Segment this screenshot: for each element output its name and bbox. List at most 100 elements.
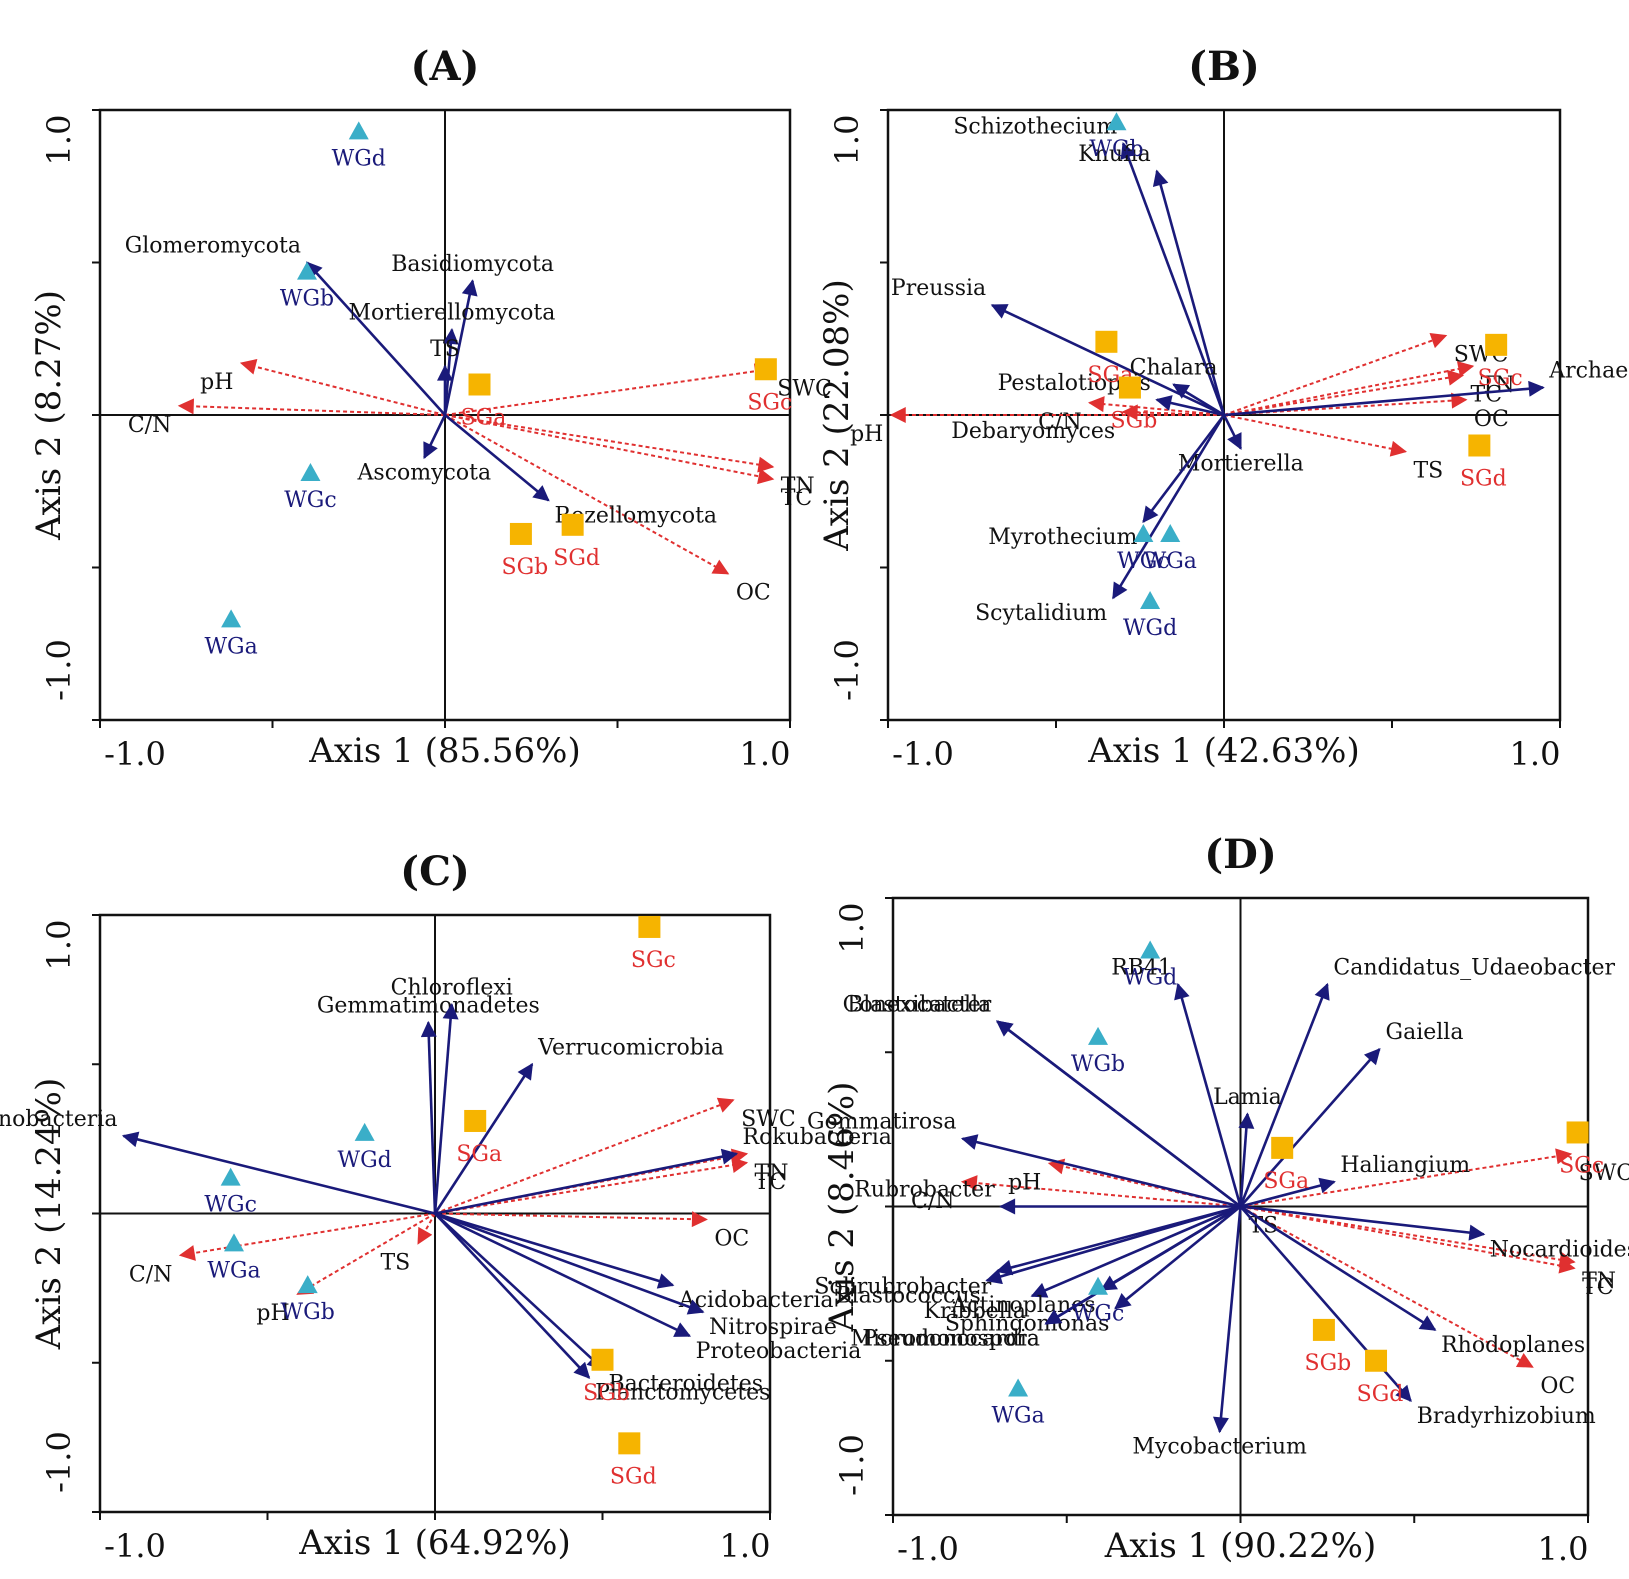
taxon-arrow <box>1112 414 1226 600</box>
sample-marker-wg <box>1140 591 1161 610</box>
env-arrow-label: TC <box>781 486 813 511</box>
taxon-arrow-label: Gemmatimonadetes <box>317 993 540 1018</box>
panel-a: (A) -1.0 1.0 -1.0 1.0 Axis 1 (85.56%) Axis 2 (… <box>29 43 832 773</box>
taxon-arrow <box>1239 982 1330 1207</box>
env-arrow-label: SWC <box>777 376 832 401</box>
taxon-arrow-label: Knufia <box>1078 142 1151 167</box>
y-tick-label: -1.0 <box>833 1434 871 1496</box>
env-arrow <box>177 398 446 416</box>
taxon-arrow-label: Solirubrobacter <box>814 1274 991 1299</box>
sample-label-sg: SGb <box>583 1381 630 1406</box>
taxon-arrow-label: Gaiella <box>1386 1020 1464 1045</box>
sample-marker-sg <box>468 373 491 396</box>
env-arrow-label: C/N <box>128 413 172 438</box>
env-arrow <box>434 1157 749 1215</box>
taxon-arrow-label: Planctomycetes <box>595 1381 770 1406</box>
taxon-arrow-label: TS <box>430 337 460 362</box>
sample-marker-sg <box>754 358 777 381</box>
sample-marker-sg <box>561 513 584 536</box>
taxon-arrow <box>1152 169 1226 416</box>
sample-marker-wg <box>220 1167 241 1186</box>
sample-marker-sg <box>1095 330 1118 353</box>
sample-marker-sg <box>591 1348 614 1371</box>
taxon-arrow <box>1030 1205 1242 1298</box>
sample-label-sg: SGb <box>1305 1351 1352 1376</box>
panel-title: (C) <box>400 848 470 895</box>
env-arrow <box>444 363 771 416</box>
sample-marker-sg <box>1118 376 1141 399</box>
taxon-arrow-label: Ascomycota <box>357 461 492 486</box>
taxon-arrow-label: Haliangium <box>1340 1153 1470 1178</box>
taxon-arrow-label: Sphingomonas <box>945 1311 1110 1336</box>
env-arrow <box>296 1212 436 1295</box>
sample-label-wg: WGb <box>280 287 334 312</box>
taxon-arrow-label: Blastocatella <box>847 992 991 1017</box>
env-arrow-label: TS <box>1249 1214 1279 1239</box>
taxon-arrow <box>1114 1205 1242 1310</box>
y-axis-label: Axis 2 (14.24%) <box>29 1078 69 1350</box>
env-arrow-label: OC <box>1474 407 1509 432</box>
taxon-arrow-label: Rokubacteria <box>743 1125 892 1150</box>
taxon-arrow <box>1223 380 1545 417</box>
taxon-arrow-label: Basidiomycota <box>391 252 554 277</box>
sample-label-wg: WGc <box>284 488 337 513</box>
taxon-arrow-label: Proteobacteria <box>696 1339 862 1364</box>
taxon-arrow <box>434 1212 591 1379</box>
sample-marker-wg <box>1160 523 1181 542</box>
taxon-arrow <box>433 1002 459 1214</box>
x-axis-label: Axis 1 (42.63%) <box>1087 731 1359 771</box>
taxon-arrow <box>1120 142 1226 416</box>
env-arrow <box>1088 396 1225 416</box>
taxon-arrow <box>1213 1206 1242 1434</box>
x-axis-label: Axis 1 (64.92%) <box>298 1523 570 1563</box>
taxon-arrow-label: Actinoplanes <box>950 1293 1095 1318</box>
sample-label-sg: SGa <box>1263 1169 1309 1194</box>
sample-label-wg: WGc <box>1072 1302 1125 1327</box>
taxon-arrow-label: Mortierella <box>1178 452 1304 477</box>
sample-label-wg: WGa <box>204 634 257 659</box>
taxon-arrow <box>1155 395 1225 417</box>
env-arrow <box>1240 1205 1576 1268</box>
sample-label-sg: SGc <box>1478 366 1523 391</box>
taxon-arrow-label: Archaeorhizomyces <box>1548 359 1629 384</box>
taxon-arrow <box>434 1212 675 1289</box>
taxon-arrow <box>444 413 550 502</box>
sample-marker-sg <box>509 522 532 545</box>
panel-title: (D) <box>1204 831 1277 878</box>
env-arrow <box>960 1175 1241 1208</box>
taxon-arrow-label: Conexibacter <box>843 992 992 1017</box>
taxon-arrow-label: Micromonospora <box>850 1327 1039 1352</box>
env-arrow <box>178 1212 436 1261</box>
taxon-arrow-label: Mycobacterium <box>1132 1435 1307 1460</box>
env-arrow <box>417 1213 436 1245</box>
env-arrow-label: pH <box>200 370 233 395</box>
x-tick-label: 1.0 <box>1510 735 1561 773</box>
x-axis-label: Axis 1 (85.56%) <box>308 731 580 771</box>
panel-title: (A) <box>411 43 480 90</box>
taxon-arrow-label: Lamia <box>1213 1085 1282 1110</box>
sample-marker-wg <box>1106 112 1127 131</box>
taxon-arrow-label: Myrothecium <box>988 525 1137 550</box>
y-tick-label: -1.0 <box>828 639 866 701</box>
panel-d: (D) -1.0 1.0 -1.0 1.0 Axis 1 (90.22%) Axis 2 (… <box>807 831 1629 1568</box>
sample-marker-sg <box>1271 1136 1294 1159</box>
taxon-arrow-label: Rhodoplanes <box>1441 1333 1585 1358</box>
taxon-arrow-label: Preussia <box>891 276 986 301</box>
env-arrow-label: TC <box>1471 382 1503 407</box>
taxon-arrow-label: Pseudonocardia <box>862 1327 1040 1352</box>
sample-marker-wg <box>1133 523 1154 542</box>
sample-label-sg: SGc <box>747 390 792 415</box>
env-arrow-label: TS <box>1413 459 1443 484</box>
sample-marker-sg <box>1365 1349 1388 1372</box>
taxon-arrow <box>420 1020 437 1214</box>
taxon-arrow <box>1142 414 1226 524</box>
taxon-arrow <box>1044 1205 1242 1325</box>
taxon-arrow-label: Nocardioides <box>1490 1237 1629 1262</box>
x-tick-label: -1.0 <box>104 735 166 773</box>
taxon-arrow <box>434 1212 705 1315</box>
taxon-arrow <box>960 1134 1241 1208</box>
y-tick-label: 1.0 <box>833 903 871 954</box>
panel-c: (C) -1.0 1.0 -1.0 1.0 Axis 1 (64.92%) Axis 2 (… <box>0 848 892 1565</box>
sample-marker-wg <box>1088 1026 1109 1045</box>
sample-label-wg: WGc <box>1117 549 1170 574</box>
